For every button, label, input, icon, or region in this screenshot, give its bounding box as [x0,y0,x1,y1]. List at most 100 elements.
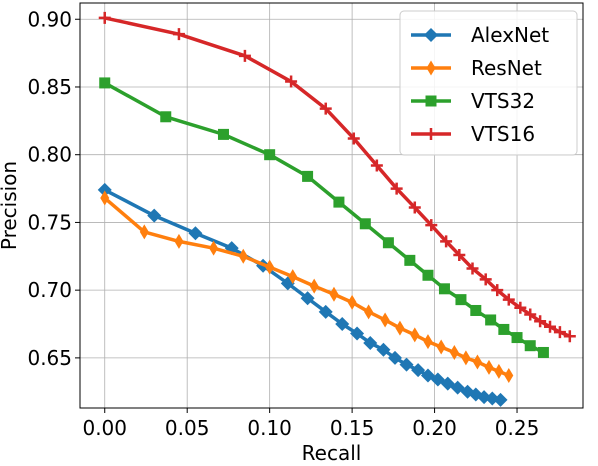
data-point-resnet [265,259,275,275]
y-tick-label: 0.75 [27,210,72,234]
data-point-alexnet [300,291,315,306]
legend: AlexNet ResNet VTS32 VTS16 [399,10,578,156]
data-point-alexnet [399,357,414,372]
data-point-resnet [100,190,110,206]
data-point-vts16 [563,330,576,343]
y-tick-label: 0.65 [27,346,72,370]
data-point-resnet [472,354,482,370]
x-tick-label: 0.05 [165,416,210,440]
x-tick-label: 0.00 [82,416,127,440]
data-point-vts32 [404,254,416,266]
legend-label: AlexNet [471,23,549,47]
data-point-alexnet [335,317,350,332]
legend-label: VTS16 [471,122,535,146]
data-point-vts16 [285,75,298,88]
data-point-resnet [436,339,446,355]
data-point-vts16 [390,182,403,195]
data-point-vts32 [333,196,345,208]
data-point-resnet [309,278,319,294]
x-axis-label: Recall [302,441,362,465]
data-point-vts16 [544,320,557,333]
data-point-resnet [410,327,420,343]
data-point-resnet [395,320,405,336]
data-point-vts16 [172,28,185,41]
data-point-resnet [380,312,390,328]
x-tick-label: 0.10 [247,416,292,440]
data-point-vts16 [347,132,360,145]
data-point-vts16 [491,284,504,297]
data-point-vts16 [425,219,438,232]
legend-swatch-marker [426,60,436,76]
data-point-alexnet [387,350,402,365]
y-tick-label: 0.85 [27,75,72,99]
y-tick-label: 0.80 [27,143,72,167]
data-point-alexnet [188,226,203,241]
data-point-resnet [461,350,471,366]
data-point-resnet [449,344,459,360]
data-point-resnet [329,286,339,302]
data-point-resnet [364,304,374,320]
data-point-vts32 [485,314,497,326]
data-point-alexnet [376,342,391,357]
data-point-resnet [504,367,514,383]
x-tick-label: 0.20 [412,416,457,440]
data-point-resnet [484,359,494,375]
data-point-vts16 [238,49,251,62]
y-tick-label: 0.90 [27,7,72,31]
data-point-alexnet [411,363,426,378]
data-point-resnet [209,240,219,256]
series-line-vts16 [104,16,571,338]
data-point-vts32 [302,170,314,182]
legend-swatch-marker [425,95,437,107]
data-point-vts16 [453,248,466,261]
series-resnet [100,190,514,383]
data-point-resnet [423,334,433,350]
y-tick-label: 0.70 [27,278,72,302]
series-alexnet [97,182,508,407]
data-point-resnet [347,294,357,310]
data-point-vts32 [511,332,523,344]
legend-box [399,10,578,156]
legend-item-vts32: VTS32 [411,89,535,113]
data-point-vts16 [440,235,453,248]
data-point-vts16 [514,301,527,314]
data-point-vts16 [524,308,537,321]
data-point-vts32 [498,323,510,335]
data-point-alexnet [363,335,378,350]
series-line-resnet [103,196,510,378]
data-point-vts32 [217,128,229,140]
legend-item-alexnet: AlexNet [411,23,549,47]
data-point-vts32 [359,218,371,230]
legend-label: ResNet [471,56,542,80]
legend-item-resnet: ResNet [411,56,542,80]
data-point-vts16 [534,315,547,328]
data-point-vts32 [264,149,276,161]
legend-label: VTS32 [471,89,535,113]
data-point-resnet [139,224,149,240]
series-vts16 [98,11,576,343]
data-point-alexnet [350,326,365,341]
series-vts32 [99,77,549,358]
data-point-alexnet [97,182,112,197]
data-point-vts16 [479,273,492,286]
y-axis-label: Precision [0,161,21,250]
series-line-alexnet [103,188,501,402]
data-point-vts16 [98,11,111,24]
data-point-vts16 [370,159,383,172]
data-point-resnet [288,269,298,285]
data-point-vts16 [466,262,479,275]
data-point-vts32 [99,77,111,89]
plot-frame [79,2,584,409]
series-layer [97,11,576,407]
data-point-vts32 [160,111,172,123]
legend-swatch-marker [424,28,438,42]
axis-ticks: 0.00 0.05 0.10 0.15 0.20 0.25 0.65 0.70 0.75 0.80… [27,7,539,440]
data-point-vts16 [553,326,566,339]
legend-swatch-marker [425,128,437,140]
data-point-vts32 [382,237,394,249]
data-point-resnet [238,248,248,264]
data-point-alexnet [147,208,162,223]
x-tick-label: 0.15 [330,416,375,440]
data-point-resnet [494,363,504,379]
